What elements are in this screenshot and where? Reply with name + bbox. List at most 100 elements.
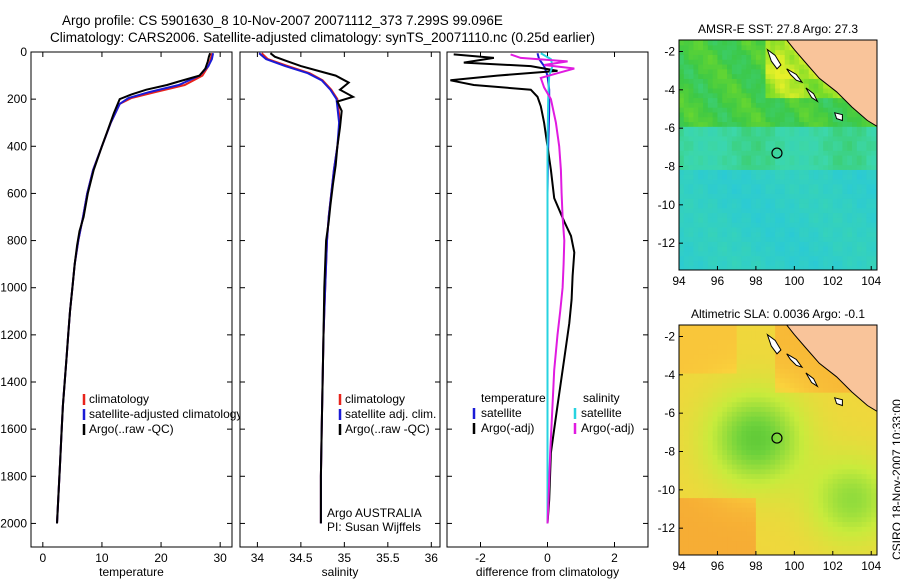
map-cell xyxy=(722,169,728,175)
map-cell xyxy=(703,231,709,238)
map-cell xyxy=(808,265,815,270)
map-cell xyxy=(679,502,685,508)
map-cell xyxy=(818,444,824,451)
map-cell xyxy=(736,353,743,360)
map-cell xyxy=(794,116,800,123)
map-cell xyxy=(842,250,848,257)
map-cell xyxy=(808,135,815,142)
map-cell xyxy=(852,217,858,223)
map-cell xyxy=(842,111,848,118)
map-cell xyxy=(703,78,709,84)
map-cell xyxy=(731,540,738,547)
map-cell xyxy=(775,44,781,51)
map-cell xyxy=(679,87,685,94)
map-cell xyxy=(683,97,690,103)
map-cell xyxy=(775,183,781,190)
map-cell xyxy=(712,444,719,451)
map-cell xyxy=(712,140,719,147)
map-cell xyxy=(760,334,767,340)
map-cell xyxy=(789,420,795,427)
map-cell xyxy=(683,40,690,46)
map-cell xyxy=(760,325,767,331)
map-cell xyxy=(866,521,872,527)
map-cell xyxy=(736,54,743,60)
map-cell xyxy=(832,382,839,388)
map-cell xyxy=(794,198,800,204)
map-cell xyxy=(741,107,747,113)
map-cell xyxy=(842,236,848,242)
map-cell xyxy=(827,483,834,489)
map-cell xyxy=(683,531,690,537)
map-cell xyxy=(717,212,723,218)
map-cell xyxy=(765,260,771,266)
map-cell xyxy=(741,207,747,214)
map-cell xyxy=(693,435,699,441)
map-cell xyxy=(842,207,848,214)
map-cell xyxy=(722,516,728,523)
map-cell xyxy=(770,260,776,266)
map-cell xyxy=(693,236,699,242)
map-cell xyxy=(751,135,757,142)
map-cell xyxy=(727,325,733,331)
map-cell xyxy=(688,231,695,238)
map-cell xyxy=(852,454,858,460)
map-cell xyxy=(832,430,839,436)
map-cell xyxy=(789,102,795,108)
map-cell xyxy=(731,111,738,118)
map-cell xyxy=(679,131,685,137)
map-cell xyxy=(832,174,839,180)
map-y-tick-label: -4 xyxy=(664,83,675,97)
map-cell xyxy=(856,164,863,170)
map-cell xyxy=(746,468,752,475)
y-tick-label: 0 xyxy=(20,45,27,59)
map-cell xyxy=(688,406,695,412)
map-cell xyxy=(727,198,733,204)
map-cell xyxy=(799,531,805,537)
map-cell xyxy=(703,169,709,175)
map-cell xyxy=(755,363,762,369)
map-cell xyxy=(679,377,685,384)
map-cell xyxy=(722,440,728,446)
map-cell xyxy=(717,420,723,427)
map-cell xyxy=(808,545,815,551)
map-cell xyxy=(765,111,771,118)
map-cell xyxy=(688,440,695,446)
map-cell xyxy=(818,540,824,547)
map-cell xyxy=(803,121,810,127)
map-cell xyxy=(722,368,728,374)
map-cell xyxy=(693,255,699,262)
map-cell xyxy=(823,231,829,238)
map-cell xyxy=(871,174,877,180)
map-cell xyxy=(722,468,728,475)
map-cell xyxy=(688,492,695,499)
map-cell xyxy=(866,540,872,547)
map-cell xyxy=(727,241,733,247)
map-cell xyxy=(852,111,858,118)
map-cell xyxy=(779,444,786,451)
map-cell xyxy=(755,236,762,242)
map-cell xyxy=(827,241,834,247)
map-cell xyxy=(727,92,733,99)
map-cell xyxy=(751,255,757,262)
map-cell xyxy=(775,116,781,123)
map-cell xyxy=(741,246,747,252)
map-cell xyxy=(779,454,786,460)
map-cell xyxy=(823,425,829,432)
map-cell xyxy=(727,516,733,523)
map-cell xyxy=(871,246,877,252)
map-cell xyxy=(770,545,776,551)
map-cell xyxy=(741,169,747,175)
map-cell xyxy=(818,497,824,503)
map-cell xyxy=(794,468,800,475)
map-cell xyxy=(741,68,747,75)
map-cell xyxy=(693,425,699,432)
map-cell xyxy=(703,382,709,388)
map-cell xyxy=(679,107,685,113)
map-cell xyxy=(693,202,699,209)
map-cell xyxy=(847,545,853,551)
map-cell xyxy=(751,507,757,513)
map-cell xyxy=(751,444,757,451)
map-cell xyxy=(813,492,819,499)
map-cell xyxy=(731,250,738,257)
map-cell xyxy=(779,198,786,204)
